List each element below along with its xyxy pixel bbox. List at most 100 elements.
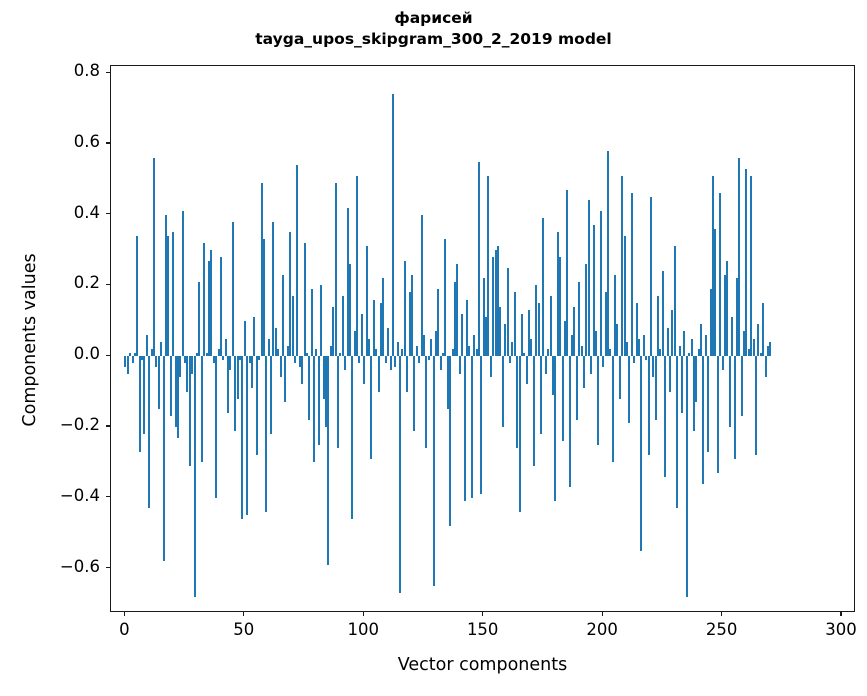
bar bbox=[501, 356, 504, 427]
bar bbox=[535, 285, 538, 357]
x-tick-label: 50 bbox=[233, 620, 255, 639]
y-tick-label: 0.2 bbox=[73, 273, 100, 293]
x-tick-label: 250 bbox=[705, 620, 738, 639]
bar bbox=[172, 232, 175, 357]
bar bbox=[499, 306, 502, 357]
bar bbox=[752, 338, 755, 357]
bar bbox=[176, 356, 179, 438]
bar bbox=[341, 296, 344, 357]
bar bbox=[346, 207, 349, 357]
bar bbox=[344, 356, 347, 371]
bar bbox=[210, 250, 213, 357]
bar bbox=[449, 356, 452, 527]
bar bbox=[289, 232, 292, 357]
bar bbox=[604, 292, 607, 357]
bar bbox=[408, 292, 411, 357]
bar bbox=[544, 356, 547, 374]
bar bbox=[184, 356, 187, 364]
bar bbox=[759, 352, 762, 357]
bar bbox=[336, 356, 339, 449]
bar bbox=[743, 331, 746, 357]
bar bbox=[444, 239, 447, 357]
y-tick-mark bbox=[106, 496, 110, 498]
bar bbox=[726, 260, 729, 357]
bar bbox=[248, 356, 251, 364]
bar bbox=[547, 349, 550, 357]
bar bbox=[348, 264, 351, 357]
bar bbox=[384, 356, 387, 364]
bar bbox=[250, 356, 253, 389]
bar bbox=[621, 175, 624, 357]
x-tick-label: 0 bbox=[119, 620, 130, 639]
bar bbox=[153, 158, 155, 357]
bar bbox=[465, 299, 468, 357]
bar bbox=[702, 356, 705, 484]
bar bbox=[155, 356, 158, 367]
bar bbox=[389, 356, 392, 371]
bar bbox=[733, 356, 736, 459]
bar bbox=[559, 257, 562, 357]
y-tick-mark bbox=[106, 354, 110, 356]
bar bbox=[594, 331, 597, 357]
bar bbox=[616, 324, 619, 357]
bar bbox=[196, 352, 198, 357]
bar bbox=[360, 313, 363, 357]
bar bbox=[480, 356, 483, 495]
bar bbox=[738, 158, 741, 357]
bar bbox=[614, 274, 617, 357]
y-tick-mark bbox=[106, 567, 110, 569]
bar bbox=[721, 356, 724, 371]
bar bbox=[279, 356, 282, 378]
bar bbox=[690, 338, 693, 357]
bar bbox=[239, 356, 241, 360]
bar bbox=[463, 356, 466, 502]
bar bbox=[188, 356, 191, 466]
bar bbox=[267, 338, 270, 357]
bar bbox=[420, 214, 423, 357]
bar bbox=[573, 306, 576, 357]
bar bbox=[704, 334, 707, 357]
bar bbox=[611, 356, 614, 463]
chart-title-line-2: tayga_upos_skipgram_300_2_2019 model bbox=[255, 30, 612, 48]
bar bbox=[150, 349, 153, 357]
bar bbox=[769, 342, 772, 357]
bar bbox=[516, 356, 519, 449]
bar bbox=[750, 175, 753, 357]
bar bbox=[167, 235, 170, 357]
bar bbox=[241, 356, 244, 519]
bar bbox=[126, 356, 129, 374]
bar bbox=[549, 296, 552, 357]
bar bbox=[148, 356, 151, 509]
bar bbox=[253, 317, 256, 357]
chart-title-line-1: фарисей bbox=[394, 9, 473, 27]
bar bbox=[255, 356, 258, 456]
bar bbox=[198, 281, 201, 357]
bar bbox=[647, 356, 650, 456]
bar bbox=[437, 288, 440, 357]
bar bbox=[368, 338, 371, 357]
y-axis-label: Components values bbox=[20, 253, 40, 427]
bar bbox=[575, 356, 578, 420]
bar bbox=[645, 356, 648, 360]
bar bbox=[666, 327, 669, 357]
bar bbox=[391, 94, 394, 357]
bar bbox=[518, 356, 521, 512]
bar bbox=[649, 196, 652, 357]
bar bbox=[215, 356, 218, 498]
y-tick-mark bbox=[106, 283, 110, 286]
y-tick-mark bbox=[106, 71, 110, 73]
bar bbox=[669, 356, 672, 392]
bar bbox=[523, 352, 526, 357]
bar bbox=[537, 303, 540, 357]
bar bbox=[599, 211, 602, 357]
bar bbox=[229, 356, 232, 371]
bar bbox=[602, 356, 605, 367]
bar bbox=[683, 331, 686, 357]
bar bbox=[712, 175, 715, 357]
bar bbox=[387, 327, 390, 357]
bar bbox=[630, 193, 633, 357]
plot-axes bbox=[110, 65, 855, 612]
bar bbox=[222, 356, 225, 360]
bar bbox=[339, 352, 342, 357]
